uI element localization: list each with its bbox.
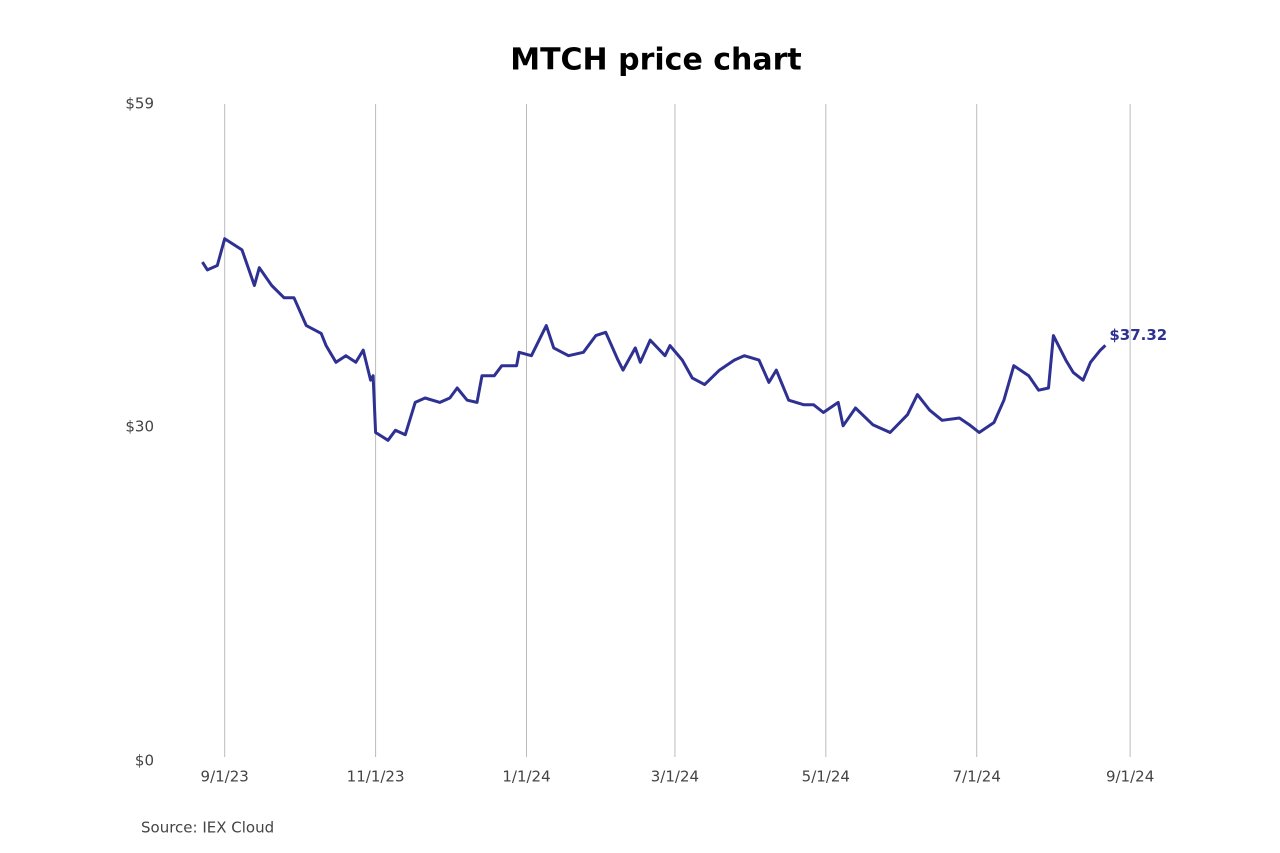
x-tick-label: 3/1/24: [651, 768, 699, 786]
x-tick-label: 9/1/24: [1106, 768, 1154, 786]
value-label: $37.32: [1109, 326, 1167, 344]
y-tick-label: $0: [135, 752, 154, 770]
x-tick-label: 5/1/24: [802, 768, 850, 786]
source-note: Source: IEX Cloud: [141, 819, 274, 837]
price-line: [201, 237, 1107, 442]
x-tick-label: 11/1/23: [347, 768, 405, 786]
chart-title: MTCH price chart: [510, 43, 802, 78]
x-tick-label: 1/1/24: [502, 768, 550, 786]
y-tick-label: $30: [125, 417, 154, 435]
x-tick-label: 7/1/24: [953, 768, 1001, 786]
y-tick-label: $59: [125, 95, 154, 113]
x-tick-label: 9/1/23: [201, 768, 249, 786]
